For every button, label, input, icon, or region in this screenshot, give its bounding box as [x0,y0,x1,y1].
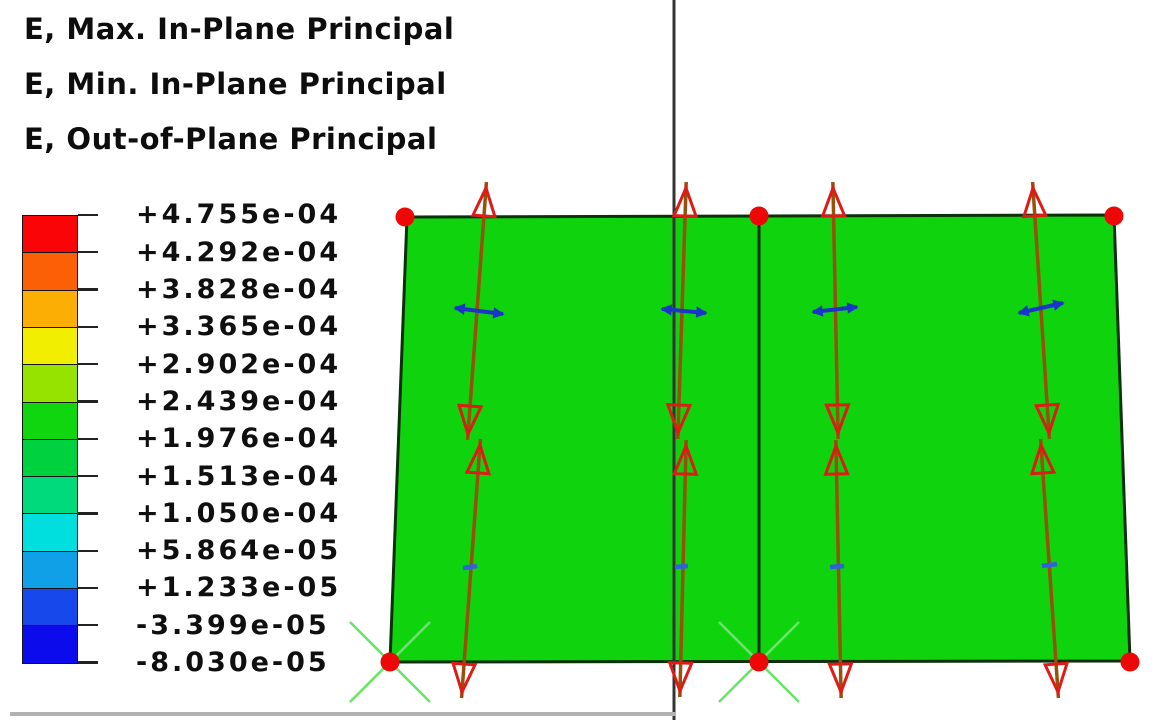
node-dot [749,652,769,672]
legend-value: +4.292e-04 [136,236,342,268]
legend-value: +2.439e-04 [136,385,342,417]
arrowhead-icon [660,304,673,316]
minor-principal-dash [674,563,689,570]
legend-value: +1.976e-04 [136,423,342,455]
legend-value: +3.365e-04 [136,311,342,343]
legend-tick [78,363,98,366]
arrowhead-icon [1042,661,1070,697]
node-dot [1120,652,1140,672]
legend-value: -8.030e-05 [136,647,330,679]
legend-value: +4.755e-04 [136,199,342,231]
legend-tick [78,661,98,664]
arrowhead-icon [665,403,693,438]
arrowhead-icon [1052,299,1065,311]
arrowhead-icon [453,303,466,315]
minor-principal-dash [1041,561,1058,569]
node-dot [749,206,769,226]
legend-swatch [22,252,78,292]
legend-tick [78,400,98,403]
legend-tick [78,437,98,440]
arrowhead-icon [1033,402,1061,438]
legend-value: +3.828e-04 [136,274,342,306]
legend-tick [78,549,98,552]
arrowhead-icon [671,183,699,218]
arrowhead-icon [450,661,478,697]
legend-tick [78,288,98,291]
field-output-title-max: E, Max. In-Plane Principal [24,12,455,46]
arrowhead-icon [492,307,505,319]
principal-strain-arrow-shaft [1038,438,1061,699]
legend-value: +1.513e-04 [136,460,342,492]
arrowhead-icon [824,403,851,438]
legend-tick [78,624,98,627]
legend-value: +5.864e-05 [136,535,342,567]
arrowhead-icon [1017,305,1030,317]
legend-tick [78,474,98,478]
legend-swatch [22,513,78,553]
arrowhead-icon [827,662,854,697]
node-dot [1104,206,1124,226]
legend-swatch [22,625,78,665]
arrowhead-icon [1021,183,1049,219]
arrowhead-icon [811,305,824,317]
legend-swatch [22,326,78,366]
minor-principal-dash [462,563,478,571]
arrowhead-icon [667,661,694,696]
legend-swatch [22,401,78,441]
field-output-title-min: E, Min. In-Plane Principal [24,67,447,101]
legend-tick [78,251,98,254]
arrowhead-icon [695,306,708,318]
arrowhead-icon [464,440,492,476]
arrowhead-icon [672,441,699,476]
legend-value: +1.050e-04 [136,497,342,529]
arrowhead-icon [456,403,484,439]
legend-value: +1.233e-05 [136,572,342,604]
field-output-title-oop: E, Out-of-Plane Principal [24,122,438,156]
legend-value: -3.399e-05 [136,609,330,641]
legend-tick [78,325,98,329]
legend-value: +2.902e-04 [136,348,342,380]
minor-principal-dash [829,563,845,570]
arrowhead-icon [1029,440,1057,476]
principal-strain-arrow-shaft [834,439,843,699]
node-dot [395,207,415,227]
arrowhead-icon [470,183,498,219]
legend-tick [78,512,98,515]
legend-swatch [22,550,78,590]
legend-tick [78,586,98,590]
principal-strain-arrow-shaft [1030,181,1052,440]
arrowhead-icon [846,302,859,314]
field-output-titles: E, Max. In-Plane Principal E, Min. In-Pl… [24,2,454,167]
arrowhead-icon [823,441,850,476]
arrowhead-icon [820,183,847,218]
node-dot [380,652,400,672]
legend-tick [78,213,98,217]
